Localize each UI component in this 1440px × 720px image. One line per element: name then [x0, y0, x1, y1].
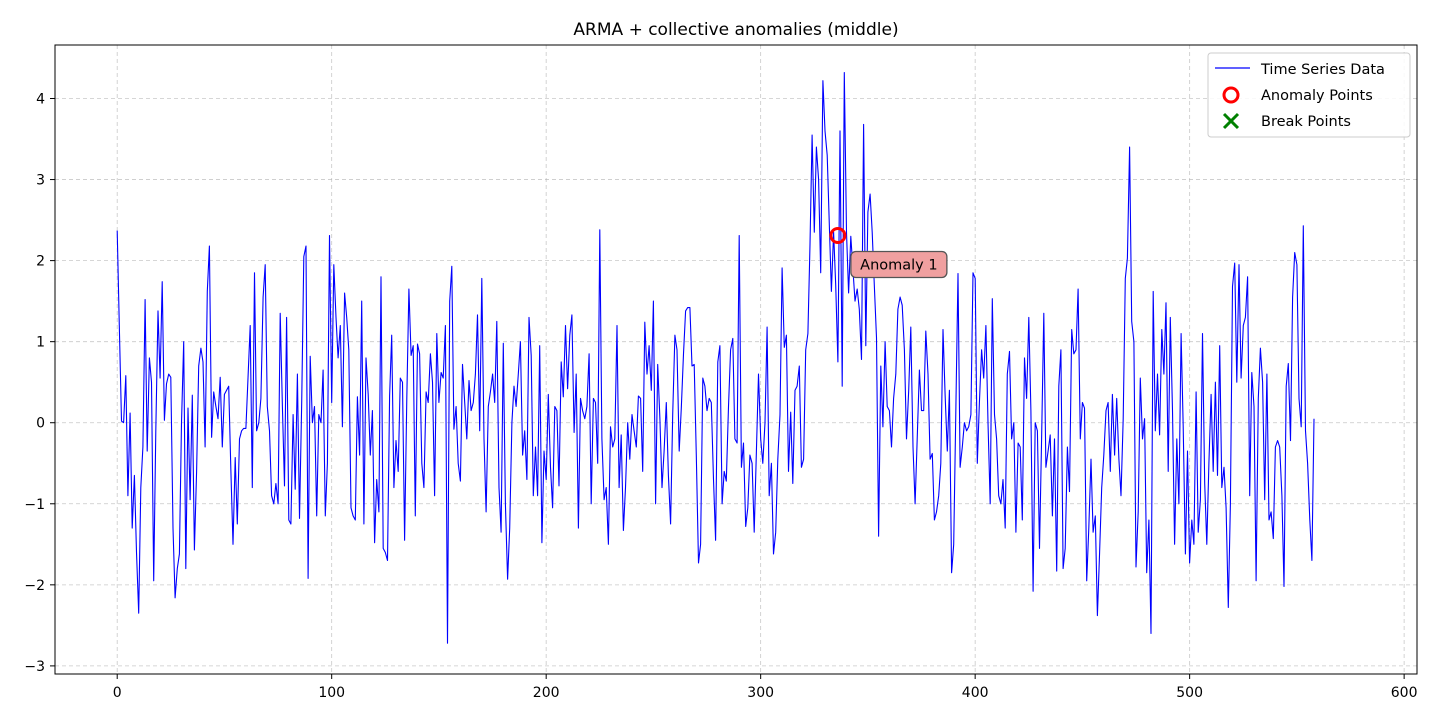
plot-frame: [54, 44, 1418, 675]
legend-label-anomaly: Anomaly Points: [1261, 88, 1373, 104]
y-tick-label: 0: [36, 416, 45, 432]
legend-circle-swatch: [1222, 86, 1240, 104]
grid: [55, 45, 1417, 674]
annotation-anomaly-label: Anomaly 1: [850, 250, 948, 279]
y-tick-label: 4: [36, 91, 45, 107]
anomaly-marker: [829, 226, 847, 244]
x-tick-label: 400: [962, 685, 989, 701]
series-line: [116, 72, 1315, 644]
legend: Time Series Data Anomaly Points Break Po…: [1207, 52, 1411, 138]
legend-cross-swatch: [1222, 112, 1240, 130]
annotation-layer: Anomaly 1: [850, 250, 948, 279]
axes: 0 100 200 300 400 500 600 −3 −2 −1 0 1 2 3 4: [24, 91, 1417, 701]
y-tick-label: −1: [24, 497, 45, 513]
plot-area: [116, 72, 1315, 644]
annotation-box: [850, 250, 948, 279]
y-tick-label: −2: [24, 578, 45, 594]
annotation-text: Anomaly 1: [860, 257, 937, 273]
legend-label-break: Break Points: [1261, 114, 1351, 130]
x-tick-label: 0: [113, 685, 122, 701]
x-tick-label: 200: [533, 685, 560, 701]
chart-title: ARMA + collective anomalies (middle): [573, 20, 898, 40]
y-tick-label: 2: [36, 254, 45, 270]
legend-box: [1207, 52, 1411, 138]
x-tick-label: 500: [1176, 685, 1203, 701]
y-tick-label: 3: [36, 173, 45, 189]
legend-label-series: Time Series Data: [1260, 62, 1385, 78]
x-tick-label: 600: [1391, 685, 1418, 701]
x-tick-label: 300: [747, 685, 774, 701]
y-tick-label: −3: [24, 659, 45, 675]
y-tick-label: 1: [36, 335, 45, 351]
x-tick-label: 100: [318, 685, 345, 701]
